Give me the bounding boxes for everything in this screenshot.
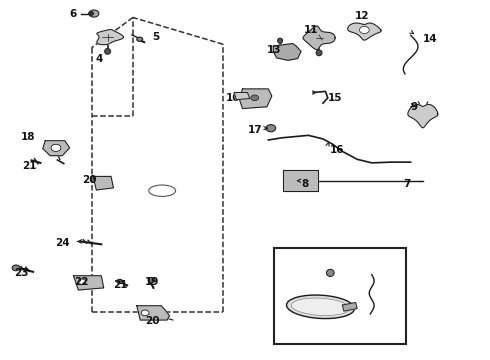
Polygon shape <box>273 44 301 60</box>
Ellipse shape <box>141 310 149 316</box>
Polygon shape <box>97 30 123 45</box>
Text: 19: 19 <box>145 277 160 287</box>
Text: 6: 6 <box>70 9 77 19</box>
Text: 2: 2 <box>319 250 326 260</box>
Polygon shape <box>348 23 381 40</box>
Bar <box>274 248 406 344</box>
Text: 18: 18 <box>21 132 35 142</box>
Text: 23: 23 <box>14 268 28 278</box>
Text: 21: 21 <box>23 161 37 171</box>
Text: 20: 20 <box>145 316 160 326</box>
Ellipse shape <box>148 278 155 283</box>
Text: 3: 3 <box>386 266 393 276</box>
Text: 22: 22 <box>74 277 89 287</box>
Text: 9: 9 <box>411 102 418 112</box>
Polygon shape <box>239 89 272 109</box>
Text: 13: 13 <box>267 45 282 55</box>
Polygon shape <box>43 141 70 156</box>
Ellipse shape <box>105 49 111 54</box>
Text: 21: 21 <box>114 280 128 291</box>
Polygon shape <box>283 170 318 192</box>
Polygon shape <box>93 176 114 190</box>
Text: 20: 20 <box>82 175 97 185</box>
Ellipse shape <box>137 37 143 41</box>
Text: 7: 7 <box>403 179 411 189</box>
Ellipse shape <box>278 38 283 43</box>
Text: 12: 12 <box>355 11 369 21</box>
Text: 10: 10 <box>225 93 240 103</box>
Ellipse shape <box>78 279 86 285</box>
Text: 17: 17 <box>247 125 262 135</box>
Polygon shape <box>137 306 170 320</box>
Text: 24: 24 <box>55 238 70 248</box>
Ellipse shape <box>287 295 355 319</box>
Polygon shape <box>74 276 104 290</box>
Text: 16: 16 <box>330 145 345 155</box>
Ellipse shape <box>360 26 369 33</box>
Ellipse shape <box>266 125 276 132</box>
Ellipse shape <box>292 298 350 316</box>
Ellipse shape <box>251 95 259 101</box>
Text: 14: 14 <box>423 34 438 44</box>
Polygon shape <box>303 26 335 50</box>
Polygon shape <box>343 302 357 311</box>
Text: 11: 11 <box>303 25 318 35</box>
Ellipse shape <box>89 10 99 17</box>
Text: 15: 15 <box>328 93 343 103</box>
Polygon shape <box>234 93 250 100</box>
Ellipse shape <box>12 265 20 271</box>
Text: 5: 5 <box>152 32 160 42</box>
Text: 4: 4 <box>95 54 102 64</box>
Ellipse shape <box>51 144 61 152</box>
Ellipse shape <box>326 269 334 276</box>
Ellipse shape <box>316 50 322 56</box>
Ellipse shape <box>117 279 122 284</box>
Polygon shape <box>408 104 438 128</box>
Ellipse shape <box>89 12 94 15</box>
Text: 8: 8 <box>301 179 308 189</box>
